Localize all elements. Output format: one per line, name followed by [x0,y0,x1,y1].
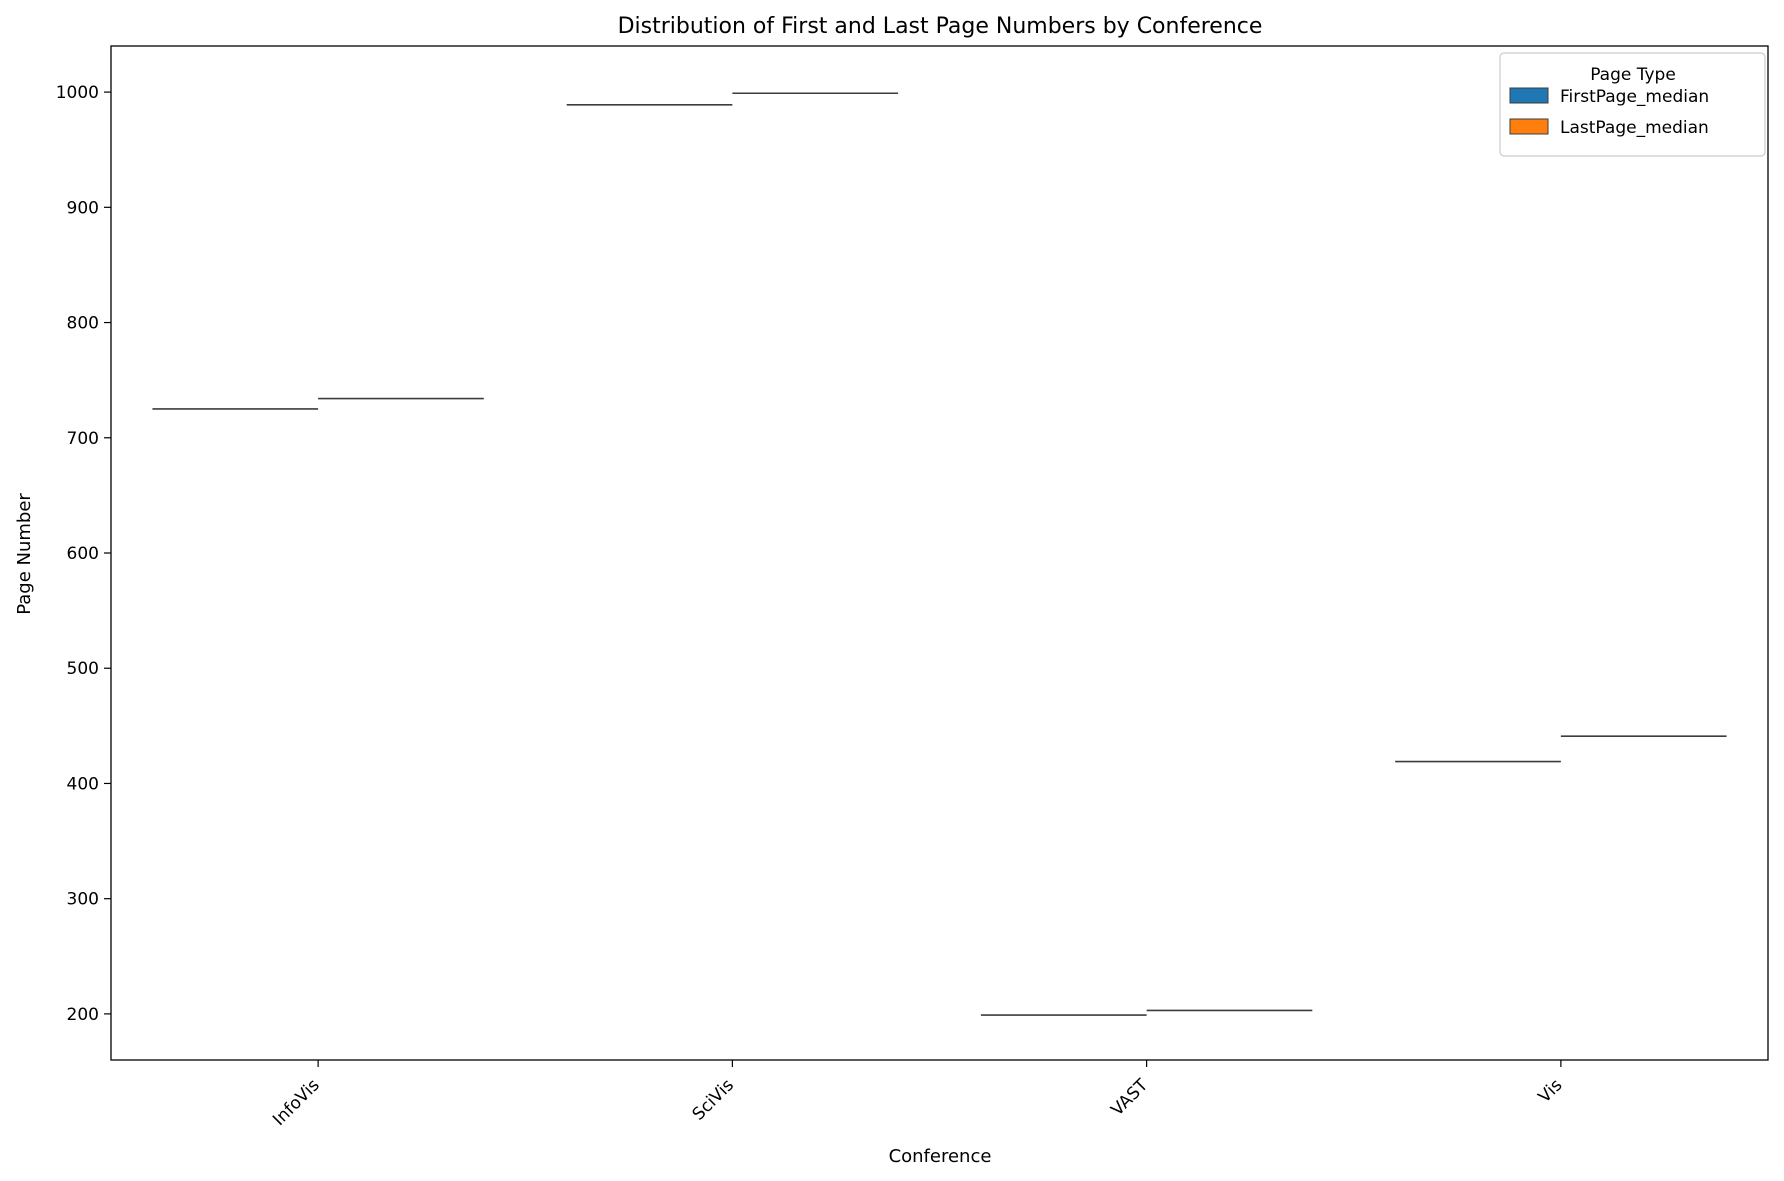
x-axis: InfoVis SciVis VAST Vis [269,1060,1567,1130]
y-tick-label-600: 600 [67,544,99,564]
legend-swatch-firstpage-median [1509,87,1549,104]
x-axis-label: Conference [889,1146,992,1167]
y-axis: 200 300 400 500 600 700 800 900 1000 [56,83,111,1025]
y-tick-label-700: 700 [67,429,99,449]
x-tick-label-scivis: SciVis [689,1075,738,1124]
chart-title: Distribution of First and Last Page Numb… [618,14,1263,39]
x-tick-label-infovis: InfoVis [269,1075,324,1130]
legend-swatch-lastpage-median [1509,118,1549,135]
y-tick-label-300: 300 [67,890,99,910]
legend-title: Page Type [1590,65,1676,85]
y-axis-label: Page Number [14,493,35,615]
x-tick-label-vis: Vis [1535,1075,1567,1107]
y-tick-label-800: 800 [67,314,99,334]
legend-label-firstpage-median: FirstPage_median [1560,87,1709,107]
plot-frame [110,45,1769,1061]
y-tick-label-500: 500 [67,659,99,679]
legend: Page Type FirstPage_median LastPage_media… [1499,52,1766,157]
legend-label-lastpage-median: LastPage_median [1560,118,1709,138]
y-tick-label-900: 900 [67,198,99,218]
y-tick-label-200: 200 [67,1005,99,1025]
legend-frame [1499,52,1766,157]
plot-area [110,45,1769,1061]
y-tick-label-1000: 1000 [56,83,99,103]
x-tick-label-vast: VAST [1107,1075,1152,1120]
y-tick-label-400: 400 [67,774,99,794]
